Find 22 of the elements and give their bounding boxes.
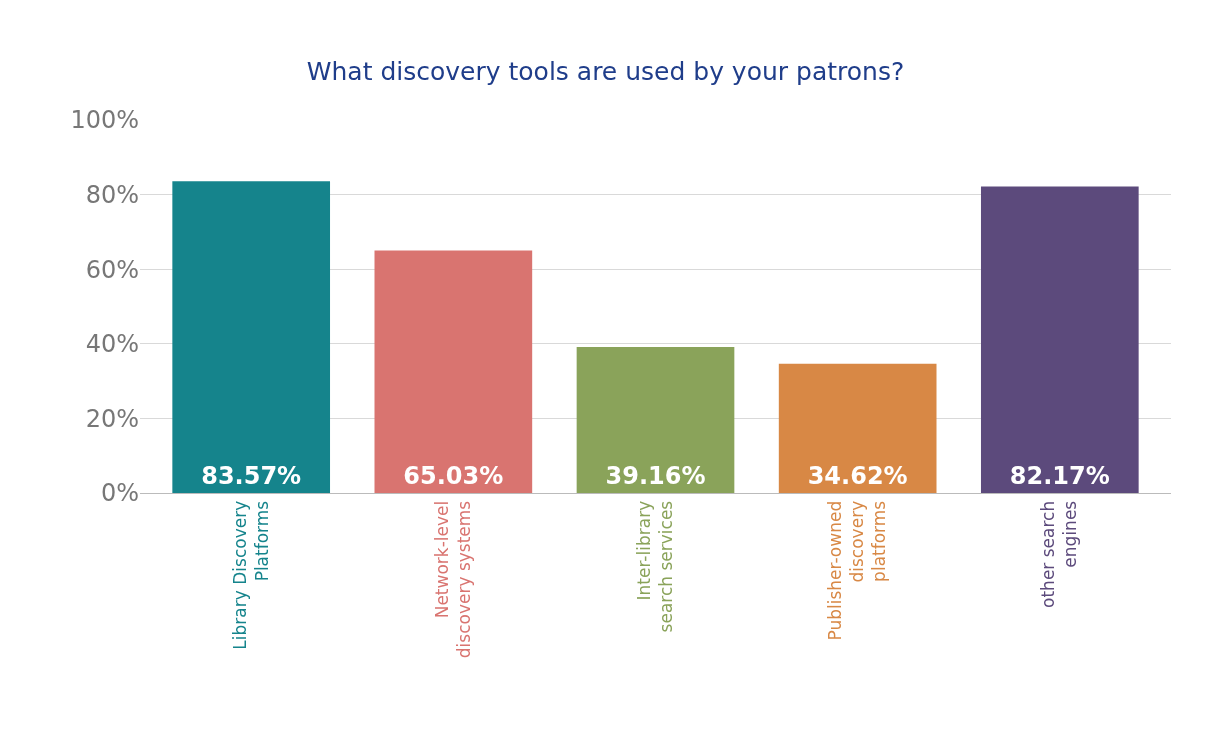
y-tick-label: 20%	[85, 404, 139, 433]
bar	[172, 181, 331, 493]
data-label: 39.16%	[605, 462, 706, 490]
bar	[374, 250, 533, 493]
x-tick-label: Network-level discovery systems	[431, 500, 474, 659]
data-label: 34.62%	[807, 462, 908, 490]
chart-title: What discovery tools are used by your patrons?	[306, 56, 905, 86]
bar	[980, 186, 1139, 493]
y-tick-label: 80%	[85, 181, 139, 209]
data-label: 65.03%	[403, 462, 504, 490]
y-tick-label: 60%	[85, 255, 139, 284]
y-tick-label: 0%	[100, 479, 139, 508]
y-tick-label: 100%	[70, 106, 139, 135]
x-tick-label: Inter-library search services	[633, 500, 677, 633]
data-label: 83.57%	[201, 462, 302, 490]
data-label: 82.17%	[1009, 462, 1110, 490]
x-tick-label: Publisher-owned discovery platforms	[825, 500, 890, 641]
bar	[576, 346, 735, 493]
y-tick-label: 40%	[85, 330, 139, 359]
x-tick-label: Library Discovery Platforms	[229, 500, 272, 650]
bar	[778, 363, 937, 493]
x-tick-label: other search engines	[1038, 500, 1081, 608]
